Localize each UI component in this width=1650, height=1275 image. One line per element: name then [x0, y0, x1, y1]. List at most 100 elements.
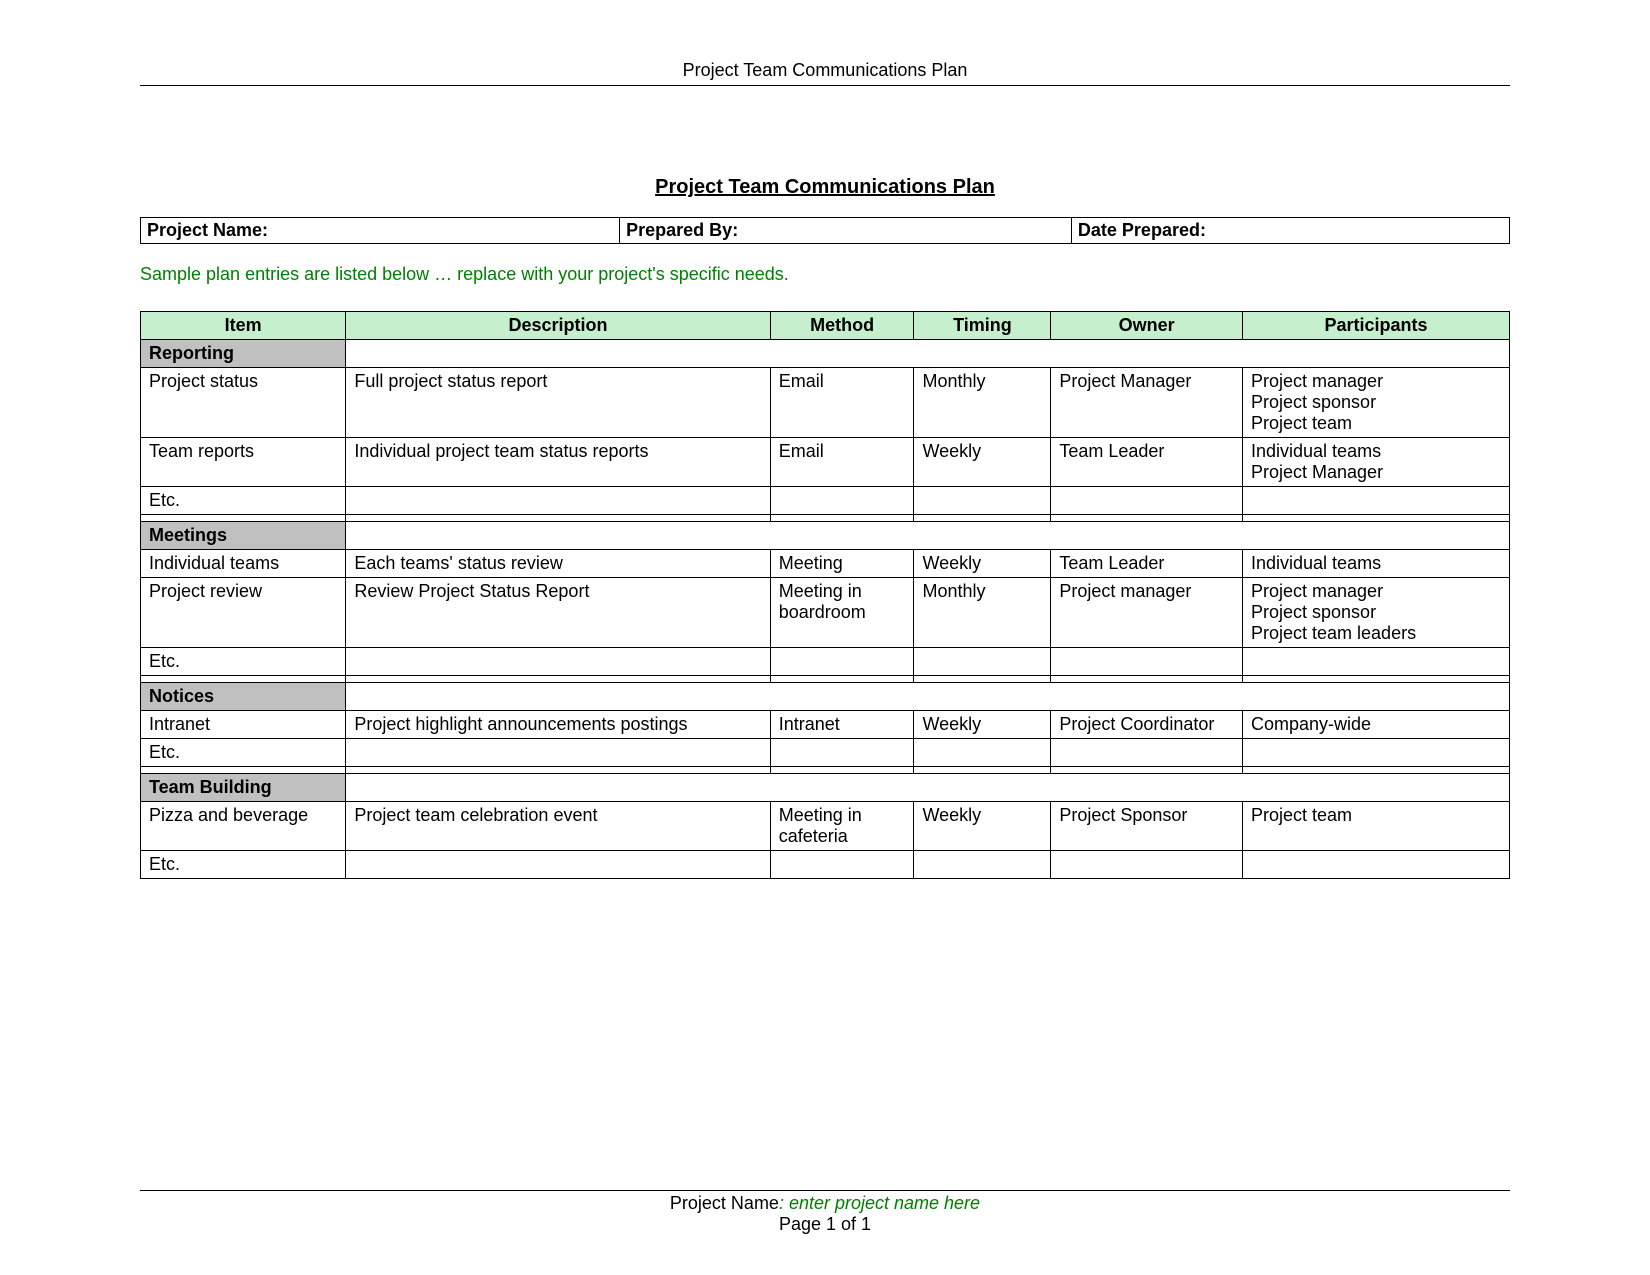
footer-rule — [140, 1190, 1510, 1191]
cell-owner: Project Sponsor — [1051, 802, 1243, 851]
table-row: Project statusFull project status report… — [141, 368, 1510, 438]
meta-prepared-by: Prepared By: — [620, 218, 1072, 244]
cell-description — [346, 851, 770, 879]
col-item: Item — [141, 312, 346, 340]
cell-method: Meeting in boardroom — [770, 578, 914, 648]
cell-method: Meeting in cafeteria — [770, 802, 914, 851]
cell-description: Each teams' status review — [346, 550, 770, 578]
cell-description: Project highlight announcements postings — [346, 711, 770, 739]
cell-description — [346, 739, 770, 767]
section-blank — [346, 340, 1510, 368]
spacer-cell — [1243, 676, 1510, 683]
cell-participants: Individual teams Project Manager — [1243, 438, 1510, 487]
cell-participants: Project team — [1243, 802, 1510, 851]
cell-owner: Project Manager — [1051, 368, 1243, 438]
cell-timing — [914, 487, 1051, 515]
plan-header-row: Item Description Method Timing Owner Par… — [141, 312, 1510, 340]
cell-method — [770, 648, 914, 676]
cell-owner: Team Leader — [1051, 550, 1243, 578]
col-participants: Participants — [1243, 312, 1510, 340]
cell-item: Etc. — [141, 739, 346, 767]
cell-method: Intranet — [770, 711, 914, 739]
cell-item: Etc. — [141, 648, 346, 676]
footer-project-label: Project Name — [670, 1193, 779, 1213]
cell-item: Project status — [141, 368, 346, 438]
section-title: Team Building — [141, 774, 346, 802]
cell-participants: Individual teams — [1243, 550, 1510, 578]
doc-header-title: Project Team Communications Plan — [140, 60, 1510, 85]
cell-participants: Company-wide — [1243, 711, 1510, 739]
cell-method: Meeting — [770, 550, 914, 578]
cell-method — [770, 739, 914, 767]
cell-description: Full project status report — [346, 368, 770, 438]
cell-item: Team reports — [141, 438, 346, 487]
main-title: Project Team Communications Plan — [140, 176, 1510, 199]
section-blank — [346, 522, 1510, 550]
cell-participants — [1243, 851, 1510, 879]
spacer-row — [141, 515, 1510, 522]
spacer-cell — [141, 515, 346, 522]
cell-participants: Project manager Project sponsor Project … — [1243, 578, 1510, 648]
footer-project-placeholder: : enter project name here — [779, 1193, 980, 1213]
cell-timing: Weekly — [914, 438, 1051, 487]
col-method: Method — [770, 312, 914, 340]
col-owner: Owner — [1051, 312, 1243, 340]
cell-participants: Project manager Project sponsor Project … — [1243, 368, 1510, 438]
section-title: Meetings — [141, 522, 346, 550]
section-title: Notices — [141, 683, 346, 711]
cell-description: Review Project Status Report — [346, 578, 770, 648]
spacer-cell — [914, 515, 1051, 522]
spacer-cell — [141, 767, 346, 774]
cell-method — [770, 851, 914, 879]
cell-owner — [1051, 851, 1243, 879]
cell-method — [770, 487, 914, 515]
document-page: Project Team Communications Plan Project… — [0, 0, 1650, 1275]
cell-owner: Project manager — [1051, 578, 1243, 648]
spacer-cell — [914, 767, 1051, 774]
spacer-cell — [1051, 676, 1243, 683]
table-row: Pizza and beverageProject team celebrati… — [141, 802, 1510, 851]
table-row: Team reportsIndividual project team stat… — [141, 438, 1510, 487]
spacer-cell — [770, 515, 914, 522]
cell-participants — [1243, 487, 1510, 515]
spacer-cell — [1243, 767, 1510, 774]
meta-row: Project Name: Prepared By: Date Prepared… — [141, 218, 1510, 244]
spacer-cell — [1243, 515, 1510, 522]
table-row: Etc. — [141, 487, 1510, 515]
footer-line-1: Project Name: enter project name here — [140, 1193, 1510, 1214]
cell-participants — [1243, 739, 1510, 767]
table-row: IntranetProject highlight announcements … — [141, 711, 1510, 739]
cell-item: Intranet — [141, 711, 346, 739]
cell-item: Etc. — [141, 851, 346, 879]
section-blank — [346, 774, 1510, 802]
cell-timing: Weekly — [914, 550, 1051, 578]
section-row: Team Building — [141, 774, 1510, 802]
spacer-cell — [1051, 767, 1243, 774]
cell-timing: Weekly — [914, 802, 1051, 851]
section-row: Notices — [141, 683, 1510, 711]
cell-timing — [914, 851, 1051, 879]
spacer-cell — [770, 767, 914, 774]
cell-item: Individual teams — [141, 550, 346, 578]
spacer-cell — [346, 676, 770, 683]
plan-table: Item Description Method Timing Owner Par… — [140, 311, 1510, 879]
spacer-row — [141, 676, 1510, 683]
section-row: Reporting — [141, 340, 1510, 368]
spacer-row — [141, 767, 1510, 774]
doc-footer: Project Name: enter project name here Pa… — [140, 1190, 1510, 1235]
cell-timing: Weekly — [914, 711, 1051, 739]
cell-description: Individual project team status reports — [346, 438, 770, 487]
meta-date-prepared: Date Prepared: — [1071, 218, 1509, 244]
table-row: Etc. — [141, 851, 1510, 879]
spacer-cell — [141, 676, 346, 683]
cell-item: Pizza and beverage — [141, 802, 346, 851]
cell-description: Project team celebration event — [346, 802, 770, 851]
instruction-note: Sample plan entries are listed below … r… — [140, 264, 1510, 285]
cell-description — [346, 487, 770, 515]
table-row: Project reviewReview Project Status Repo… — [141, 578, 1510, 648]
cell-method: Email — [770, 438, 914, 487]
cell-owner — [1051, 487, 1243, 515]
spacer-cell — [770, 676, 914, 683]
cell-method: Email — [770, 368, 914, 438]
cell-owner — [1051, 739, 1243, 767]
